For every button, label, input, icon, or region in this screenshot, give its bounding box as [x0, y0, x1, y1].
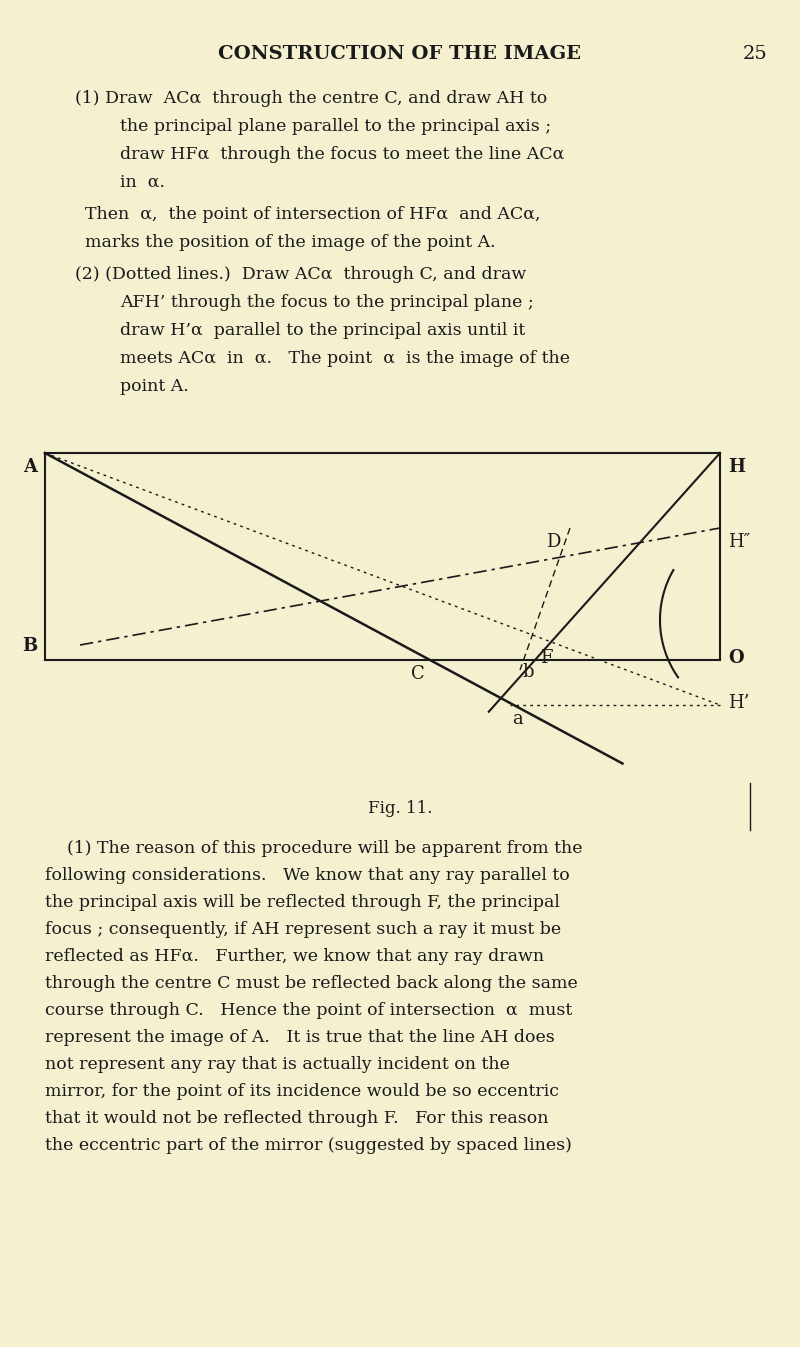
- Text: the principal plane parallel to the principal axis ;: the principal plane parallel to the prin…: [120, 119, 551, 135]
- Text: that it would not be reflected through F.   For this reason: that it would not be reflected through F…: [45, 1110, 549, 1127]
- Text: b: b: [522, 663, 534, 682]
- Text: through the centre C must be reflected back along the same: through the centre C must be reflected b…: [45, 975, 578, 991]
- Text: O: O: [728, 649, 744, 667]
- Text: AFH’ through the focus to the principal plane ;: AFH’ through the focus to the principal …: [120, 294, 534, 311]
- Text: H’: H’: [728, 694, 750, 713]
- Text: (1) Draw  ACα  through the centre C, and draw AH to: (1) Draw ACα through the centre C, and d…: [75, 90, 547, 106]
- Text: a: a: [512, 710, 522, 727]
- Text: H″: H″: [728, 533, 750, 551]
- Text: H: H: [728, 458, 745, 475]
- Text: following considerations.   We know that any ray parallel to: following considerations. We know that a…: [45, 867, 570, 884]
- Text: mirror, for the point of its incidence would be so eccentric: mirror, for the point of its incidence w…: [45, 1083, 559, 1100]
- Text: Fig. 11.: Fig. 11.: [368, 800, 432, 818]
- Text: draw H’α  parallel to the principal axis until it: draw H’α parallel to the principal axis …: [120, 322, 526, 339]
- Text: the principal axis will be reflected through F, the principal: the principal axis will be reflected thr…: [45, 894, 560, 911]
- Text: Then  α,  the point of intersection of HFα  and ACα,: Then α, the point of intersection of HFα…: [85, 206, 541, 224]
- Text: (1) The reason of this procedure will be apparent from the: (1) The reason of this procedure will be…: [45, 841, 582, 857]
- Text: B: B: [22, 637, 37, 655]
- Text: CONSTRUCTION OF THE IMAGE: CONSTRUCTION OF THE IMAGE: [218, 44, 582, 63]
- Text: 25: 25: [742, 44, 767, 63]
- Text: course through C.   Hence the point of intersection  α  must: course through C. Hence the point of int…: [45, 1002, 572, 1018]
- Text: in  α.: in α.: [120, 174, 165, 191]
- Text: D: D: [546, 533, 560, 551]
- Text: (2) (Dotted lines.)  Draw ACα  through C, and draw: (2) (Dotted lines.) Draw ACα through C, …: [75, 265, 526, 283]
- Text: A: A: [23, 458, 37, 475]
- Text: not represent any ray that is actually incident on the: not represent any ray that is actually i…: [45, 1056, 510, 1074]
- Text: C: C: [411, 665, 425, 683]
- Text: the eccentric part of the mirror (suggested by spaced lines): the eccentric part of the mirror (sugges…: [45, 1137, 572, 1154]
- Text: represent the image of A.   It is true that the line AH does: represent the image of A. It is true tha…: [45, 1029, 554, 1047]
- Text: draw HFα  through the focus to meet the line ACα: draw HFα through the focus to meet the l…: [120, 145, 564, 163]
- Text: point A.: point A.: [120, 379, 189, 395]
- Text: F: F: [540, 649, 553, 667]
- Text: reflected as HFα.   Further, we know that any ray drawn: reflected as HFα. Further, we know that …: [45, 948, 544, 964]
- Text: marks the position of the image of the point A.: marks the position of the image of the p…: [85, 234, 496, 251]
- Text: meets ACα  in  α.   The point  α  is the image of the: meets ACα in α. The point α is the image…: [120, 350, 570, 366]
- Text: focus ; consequently, if AH represent such a ray it must be: focus ; consequently, if AH represent su…: [45, 921, 561, 938]
